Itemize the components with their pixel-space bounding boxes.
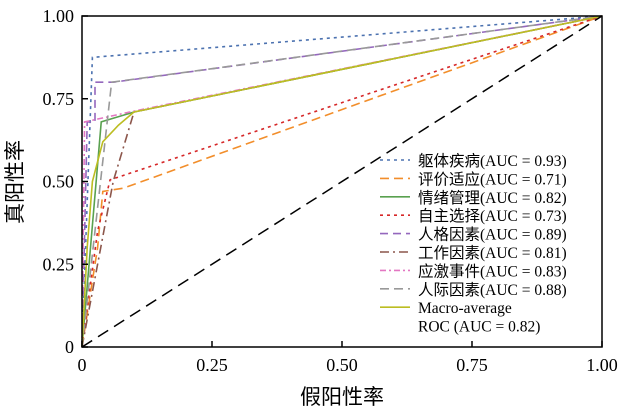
series-line-1 [81,15,603,348]
y-tick-label: 1.00 [43,6,75,26]
series-line-3 [81,15,603,348]
legend-label: 情绪管理(AUC = 0.82) [418,189,567,207]
legend-label: ROC (AUC = 0.82) [418,319,540,336]
x-tick-label: 0.50 [326,355,358,375]
y-tick-label: 0.25 [43,254,75,274]
legend-label: 工作因素(AUC = 0.81) [418,244,567,262]
y-tick-label: 0 [65,337,74,357]
y-axis-label: 真阳性率 [3,140,27,224]
x-tick-label: 0 [78,355,87,375]
x-tick-label: 0.75 [456,355,488,375]
x-tick-label: 1.00 [586,355,618,375]
chance-diagonal [81,15,603,348]
legend-label: 自主选择(AUC = 0.73) [418,207,567,225]
x-tick-label: 0.25 [196,355,228,375]
y-tick-label: 0.75 [43,89,75,109]
ticks: 00 0.25 0.25 0.50 0.50 0.75 0.75 1.00 1.00 [43,6,618,375]
series-group [81,15,603,348]
legend-label: 评价适应(AUC = 0.71) [418,169,567,188]
legend-label: 躯体疾病(AUC = 0.93) [418,152,567,170]
y-tick-label: 0.50 [43,172,75,192]
legend-label: 人际因素(AUC = 0.88) [418,281,567,299]
legend-label: 人格因素(AUC = 0.89) [418,226,567,244]
series-line-0 [81,15,603,348]
x-axis-label: 假阳性率 [300,385,384,409]
series-line-8 [81,15,603,348]
legend-label: 应激事件(AUC = 0.83) [418,261,567,280]
series-line-4 [81,15,603,348]
legend-label: Macro-average [418,300,512,317]
series-line-7 [81,15,603,348]
legend: 躯体疾病(AUC = 0.93)评价适应(AUC = 0.71)情绪管理(AUC… [380,152,567,336]
